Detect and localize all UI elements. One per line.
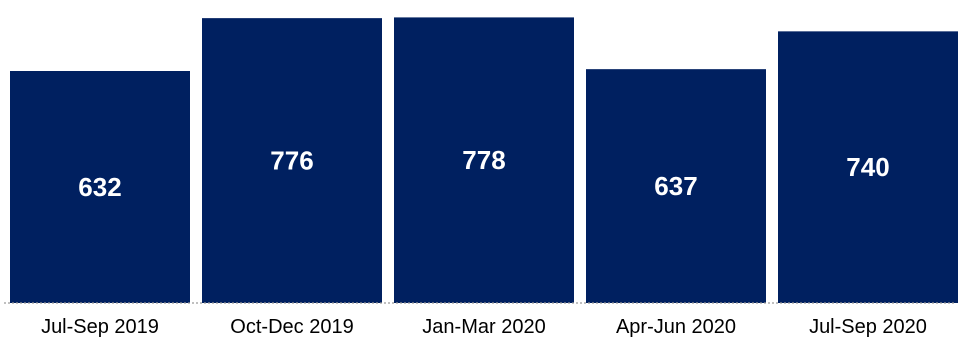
value-labels-group: 632 776 778 637 740 [78, 145, 889, 202]
x-tick-label-1: Jul-Sep 2019 [41, 316, 159, 338]
bar-5 [778, 31, 958, 303]
bar-value-label-5: 740 [846, 152, 889, 182]
bars-group [10, 17, 958, 304]
x-tick-label-3: Jan-Mar 2020 [422, 316, 545, 338]
bar-4 [586, 69, 766, 304]
bar-value-label-3: 778 [462, 145, 505, 175]
bar-value-label-2: 776 [270, 146, 313, 176]
x-tick-label-2: Oct-Dec 2019 [230, 316, 353, 338]
x-tick-label-4: Apr-Jun 2020 [616, 316, 736, 338]
bar-value-label-4: 637 [654, 171, 697, 201]
bar-3 [394, 17, 574, 304]
bar-value-label-1: 632 [78, 172, 121, 202]
bar-2 [202, 18, 382, 303]
x-tick-label-5: Jul-Sep 2020 [809, 316, 927, 338]
bar-1 [10, 71, 190, 303]
x-axis-tick-labels: Jul-Sep 2019 Oct-Dec 2019 Jan-Mar 2020 Apr-… [41, 316, 927, 338]
